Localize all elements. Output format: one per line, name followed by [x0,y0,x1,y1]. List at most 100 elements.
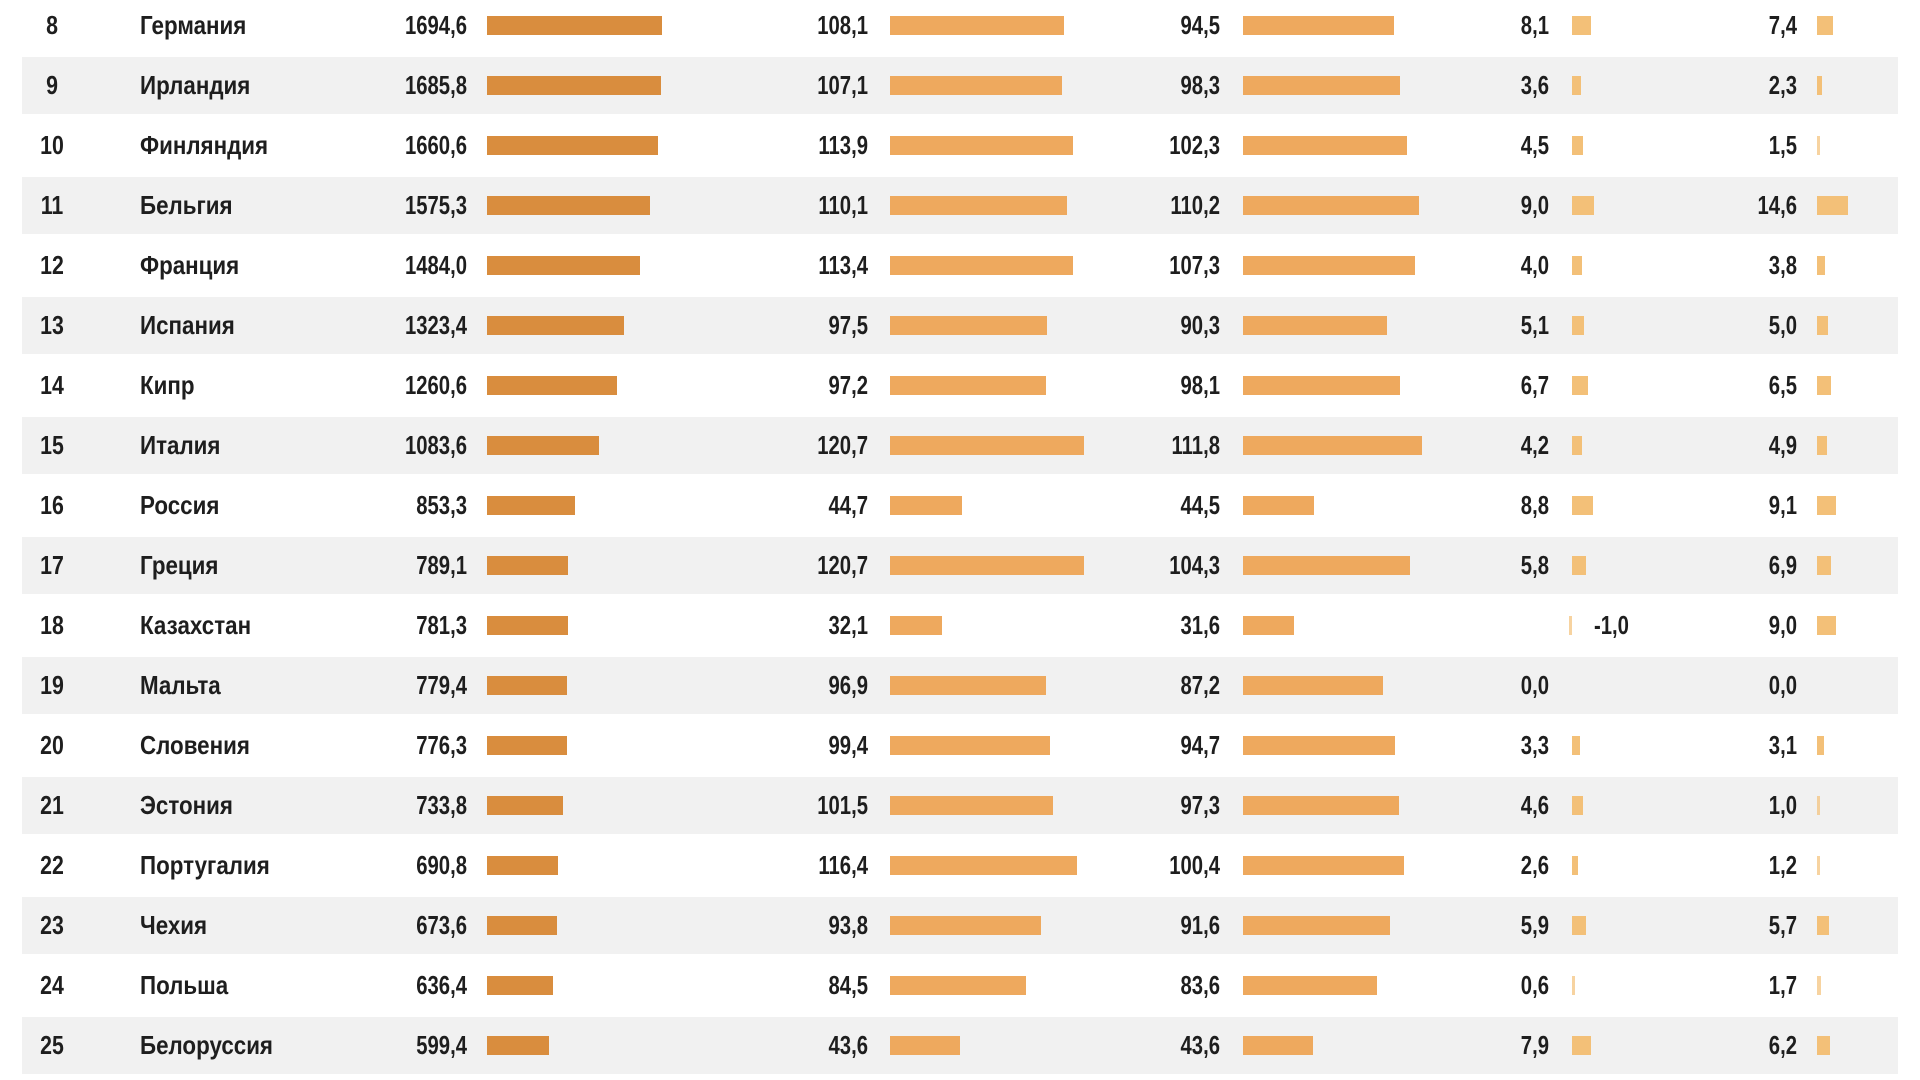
table-row: 12 Франция 1484,0 113,4 107,3 4,0 3,8 [22,237,1898,294]
country-cell: Италия [140,430,221,460]
value-label-col3: 90,3 [1180,310,1220,340]
country-cell: Кипр [140,370,195,400]
bar-col2 [890,616,942,635]
country-cell: Греция [140,550,219,580]
rank-cell: 19 [40,670,64,700]
value-label-col1: 1083,6 [404,430,467,460]
rank-cell: 20 [40,730,64,760]
country-cell: Эстония [140,790,233,820]
value-label-col4: 5,1 [1520,310,1549,340]
value-label-col3: 98,1 [1180,370,1220,400]
bar-col3 [1243,196,1420,215]
bar-col1 [487,856,559,875]
value-label-col5: 1,7 [1768,970,1797,1000]
table-row: 20 Словения 776,3 99,4 94,7 3,3 3,1 [22,717,1898,774]
value-label-col2: 116,4 [818,850,868,880]
rank-cell: 9 [46,70,58,100]
table-row: 15 Италия 1083,6 120,7 111,8 4,2 4,9 [22,417,1898,474]
bar-col2 [890,556,1085,575]
bar-col3 [1243,736,1395,755]
table-row: 14 Кипр 1260,6 97,2 98,1 6,7 6,5 [22,357,1898,414]
bar-col4 [1572,136,1583,155]
rank-cell: 14 [40,370,64,400]
value-label-col2: 120,7 [817,430,868,460]
country-cell: Мальта [140,670,221,700]
country-cell: Португалия [140,850,270,880]
country-cell: Финляндия [140,130,269,160]
value-label-col3: 102,3 [1169,130,1220,160]
bar-col5 [1817,796,1820,815]
bar-col3 [1243,496,1315,515]
table-row: 16 Россия 853,3 44,7 44,5 8,8 9,1 [22,477,1898,534]
value-label-col3: 97,3 [1180,790,1220,820]
value-label-col1: 1260,6 [404,370,467,400]
country-cell: Бельгия [140,190,233,220]
value-label-col5: 14,6 [1757,190,1797,220]
rank-cell: 8 [46,10,58,40]
bar-col3 [1243,256,1415,275]
value-label-col1: 1694,6 [404,10,467,40]
value-label-col2: 113,9 [818,130,868,160]
bar-col5 [1817,556,1832,575]
bar-col1 [487,436,599,455]
value-label-col2: 101,5 [817,790,868,820]
value-label-col2: 84,5 [828,970,868,1000]
bar-col4 [1572,496,1594,515]
bar-col4 [1572,856,1579,875]
value-label-col1: 733,8 [416,790,467,820]
value-label-col5: 3,8 [1768,250,1797,280]
value-label-col2: 32,1 [828,610,868,640]
value-label-col4: 0,6 [1520,970,1549,1000]
value-label-col3: 94,5 [1180,10,1220,40]
rank-cell: 21 [40,790,64,820]
rank-cell: 11 [40,190,64,220]
bar-col3 [1243,136,1407,155]
rank-cell: 13 [40,310,64,340]
table-row: 9 Ирландия 1685,8 107,1 98,3 3,6 2,3 [22,57,1898,114]
value-label-col1: 1323,4 [404,310,467,340]
value-label-col4: -1,0 [1594,610,1629,640]
bar-col1 [487,376,618,395]
bar-col5 [1817,136,1821,155]
value-label-col1: 781,3 [416,610,467,640]
bar-col4 [1572,1036,1591,1055]
bar-col1 [487,136,659,155]
bar-col5 [1817,1036,1831,1055]
bar-col5 [1817,856,1820,875]
value-label-col1: 853,3 [416,490,467,520]
bar-col4 [1572,76,1581,95]
table-row: 13 Испания 1323,4 97,5 90,3 5,1 5,0 [22,297,1898,354]
bar-col2 [890,16,1065,35]
value-label-col3: 107,3 [1169,250,1220,280]
value-label-col3: 98,3 [1180,70,1220,100]
value-label-col4: 4,5 [1520,130,1549,160]
bar-col2 [890,376,1047,395]
value-label-col2: 96,9 [828,670,868,700]
bar-col1 [487,196,650,215]
table-row: 22 Португалия 690,8 116,4 100,4 2,6 1,2 [22,837,1898,894]
value-label-col3: 100,4 [1169,850,1220,880]
bar-col2 [890,436,1085,455]
bar-col2 [890,796,1054,815]
value-label-col1: 789,1 [416,550,467,580]
value-label-col3: 87,2 [1180,670,1220,700]
bar-col2 [890,916,1042,935]
bar-col2 [890,676,1046,695]
bar-col1 [487,256,641,275]
bar-col4 [1572,196,1594,215]
rank-cell: 24 [40,970,64,1000]
bar-col2 [890,196,1068,215]
value-label-col5: 1,2 [1768,850,1797,880]
country-cell: Испания [140,310,235,340]
value-label-col3: 83,6 [1180,970,1220,1000]
bar-col5 [1817,196,1848,215]
bar-col1 [487,1036,549,1055]
value-label-col4: 4,0 [1520,250,1549,280]
bar-col5 [1817,76,1822,95]
country-cell: Казахстан [140,610,252,640]
bar-col3 [1243,796,1399,815]
bar-col1 [487,496,576,515]
value-label-col2: 113,4 [818,250,868,280]
bar-col4 [1572,376,1589,395]
country-cell: Германия [140,10,247,40]
